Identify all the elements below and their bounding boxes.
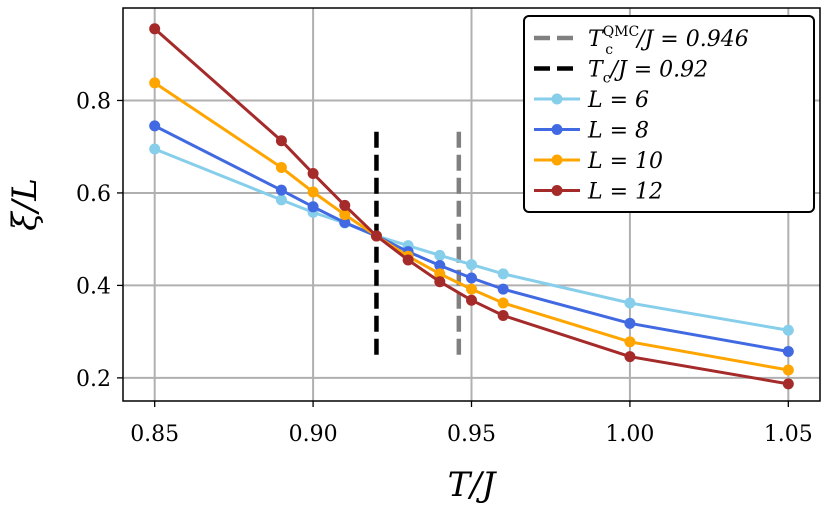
data-point xyxy=(275,135,287,147)
x-axis-label: T/J xyxy=(448,465,498,505)
data-point xyxy=(782,364,794,376)
data-point xyxy=(149,77,161,89)
legend-marker xyxy=(551,124,563,135)
data-point xyxy=(497,297,509,309)
data-point xyxy=(782,346,794,358)
data-point xyxy=(307,168,319,180)
data-point xyxy=(434,249,446,261)
data-point xyxy=(339,209,351,221)
data-point xyxy=(434,268,446,280)
y-tick-label: 0.6 xyxy=(76,182,111,207)
critical-temperature-lines xyxy=(374,128,462,355)
data-point xyxy=(275,194,287,206)
data-point xyxy=(466,283,477,295)
legend-label: Tc/J = 0.92 xyxy=(588,58,708,87)
legend-box xyxy=(523,15,815,213)
data-point xyxy=(149,120,161,132)
legend-label: L = 10 xyxy=(587,149,663,174)
data-point xyxy=(624,297,636,309)
data-point xyxy=(466,272,477,284)
y-tick-label: 0.8 xyxy=(76,89,111,114)
axis-ticks: 0.85 0.90 0.95 1.00 1.05 0.2 0.4 0.6 0.8 xyxy=(76,89,813,447)
data-point xyxy=(466,259,477,271)
legend-marker xyxy=(551,185,563,196)
data-point xyxy=(149,23,161,35)
data-point xyxy=(339,217,351,229)
data-point xyxy=(624,336,636,348)
data-point xyxy=(275,162,287,174)
legend-label: TQMC c/J = 0.946 xyxy=(588,24,749,58)
y-axis-label: ξ/L xyxy=(5,178,45,231)
data-point xyxy=(434,276,446,288)
data-point xyxy=(370,230,382,242)
legend-entry: TQMC c/J = 0.946 xyxy=(534,24,749,58)
data-point xyxy=(782,324,794,336)
legend-label: L = 12 xyxy=(587,180,663,205)
legend-entry: L = 6 xyxy=(534,88,649,113)
x-tick-label: 0.85 xyxy=(130,422,179,447)
legend-label: L = 6 xyxy=(587,88,649,113)
data-point xyxy=(402,254,414,266)
x-tick-label: 1.05 xyxy=(764,422,813,447)
y-tick-label: 0.4 xyxy=(76,274,111,299)
series-l-12 xyxy=(149,23,794,390)
data-point xyxy=(624,317,636,329)
legend-entry: L = 8 xyxy=(534,119,649,144)
legend-entry: L = 12 xyxy=(534,180,663,205)
data-point xyxy=(339,199,351,211)
data-point xyxy=(434,260,446,272)
y-tick-label: 0.2 xyxy=(76,367,111,392)
data-point xyxy=(782,378,794,390)
data-point xyxy=(624,351,636,363)
legend-marker xyxy=(551,93,563,105)
x-tick-label: 0.90 xyxy=(289,422,338,447)
data-point xyxy=(497,283,509,295)
data-series xyxy=(149,23,794,390)
data-point xyxy=(307,186,319,198)
x-tick-label: 0.95 xyxy=(447,422,496,447)
data-point xyxy=(466,294,477,306)
data-point xyxy=(275,184,287,196)
legend-entry: Tc/J = 0.92 xyxy=(534,58,708,87)
legend-entry: L = 10 xyxy=(534,149,663,174)
data-point xyxy=(497,309,509,321)
legend-label: L = 8 xyxy=(587,119,649,144)
x-tick-label: 1.00 xyxy=(605,422,654,447)
legend-marker xyxy=(551,154,563,166)
data-point xyxy=(307,201,319,213)
data-point xyxy=(497,268,509,280)
data-point xyxy=(149,143,161,155)
